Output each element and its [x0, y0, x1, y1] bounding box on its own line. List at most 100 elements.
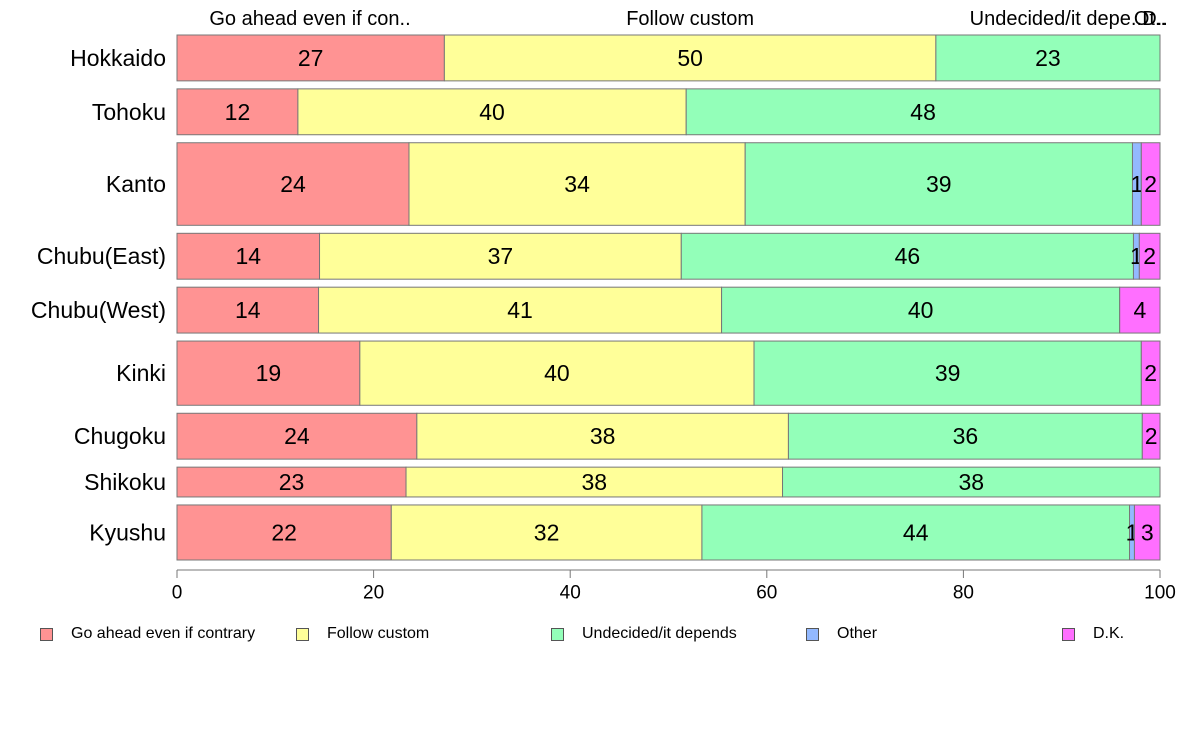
bar-segment — [782, 466, 1161, 498]
data-label: 50 — [677, 45, 703, 71]
data-label: 4 — [1133, 297, 1146, 323]
legend-label: Other — [837, 625, 878, 642]
bar-segment — [176, 466, 407, 498]
data-label: 40 — [544, 360, 570, 386]
bar-segment — [935, 34, 1161, 82]
data-label: 22 — [271, 519, 297, 545]
data-label: 2 — [1143, 243, 1156, 269]
data-label: 34 — [564, 171, 590, 197]
data-label: 36 — [953, 423, 979, 449]
category-label: Kyushu — [89, 519, 166, 545]
bar-segment — [744, 142, 1133, 226]
x-tick-label: 20 — [363, 583, 384, 604]
legend-swatch — [806, 627, 819, 641]
data-label: 2 — [1144, 171, 1157, 197]
data-label: 19 — [256, 360, 282, 386]
data-label: 37 — [488, 243, 514, 269]
column-header-label: D.. — [1142, 8, 1168, 30]
x-tick-label: 0 — [172, 583, 183, 604]
category-label: Chugoku — [74, 423, 166, 449]
data-label: 46 — [895, 243, 921, 269]
legend-item: Go ahead even if contrary — [40, 622, 255, 646]
legend-item: Undecided/it depends — [551, 622, 737, 646]
legend-label: Follow custom — [327, 625, 430, 642]
bar-segment — [318, 286, 723, 334]
data-label: 38 — [590, 423, 616, 449]
legend-item: D.K. — [1062, 622, 1124, 646]
data-label: 24 — [280, 171, 306, 197]
bar-segment — [176, 412, 418, 460]
data-label: 24 — [284, 423, 310, 449]
data-label: 14 — [235, 297, 261, 323]
legend-swatch — [551, 627, 564, 641]
data-label: 40 — [479, 99, 505, 125]
category-label: Hokkaido — [70, 45, 166, 71]
legend-item: Follow custom — [296, 622, 429, 646]
data-label: 14 — [235, 243, 261, 269]
bar-segment — [390, 504, 703, 561]
x-tick-label: 100 — [1144, 583, 1176, 604]
data-label: 23 — [279, 469, 305, 495]
bar-segment — [753, 340, 1142, 406]
category-label: Tohoku — [92, 99, 166, 125]
data-label: 41 — [507, 297, 533, 323]
legend-swatch — [296, 627, 309, 641]
column-header-label: Follow custom — [626, 8, 754, 30]
category-label: Kanto — [106, 171, 166, 197]
legend-swatch — [1062, 627, 1075, 641]
data-label: 27 — [298, 45, 324, 71]
bar-segment — [1119, 286, 1161, 334]
column-header-label: Go ahead even if con.. — [209, 8, 410, 30]
bar-segment — [176, 340, 361, 406]
data-label: 32 — [534, 519, 560, 545]
bar-segment — [176, 232, 321, 280]
bar-segment — [319, 232, 682, 280]
category-label: Chubu(East) — [37, 243, 166, 269]
data-label: 39 — [935, 360, 961, 386]
bar-segment — [721, 286, 1121, 334]
legend-label: Go ahead even if contrary — [71, 625, 256, 642]
bar-segment — [701, 504, 1131, 561]
data-label: 38 — [581, 469, 607, 495]
bar-segment — [1133, 504, 1161, 561]
bar-segment — [408, 142, 746, 226]
x-tick-label: 80 — [953, 583, 974, 604]
x-tick-label: 60 — [756, 583, 777, 604]
bar-segment — [680, 232, 1134, 280]
data-label: 44 — [903, 519, 929, 545]
data-label: 12 — [225, 99, 251, 125]
bar-segment — [176, 142, 410, 226]
data-label: 40 — [908, 297, 934, 323]
bar-segment — [787, 412, 1143, 460]
bar-segment — [405, 466, 784, 498]
data-label: 2 — [1145, 423, 1158, 449]
x-tick-label: 40 — [560, 583, 581, 604]
bar-segment — [176, 34, 445, 82]
data-label: 2 — [1144, 360, 1157, 386]
legend-label: D.K. — [1093, 625, 1125, 642]
bar-segment — [1140, 340, 1161, 406]
bar-segment — [359, 340, 755, 406]
bar-segment — [176, 504, 392, 561]
data-label: 1 — [1131, 171, 1144, 197]
data-label: 38 — [958, 469, 984, 495]
column-header-label: Ot.. — [1134, 8, 1166, 30]
legend: Go ahead even if contrary Follow custom Un… — [0, 622, 1188, 646]
legend-label: Undecided/it depends — [582, 625, 737, 642]
category-label: Shikoku — [84, 469, 166, 495]
data-label: 48 — [910, 99, 936, 125]
category-label: Kinki — [116, 360, 166, 386]
legend-item: Other — [806, 622, 877, 646]
bar-segment — [176, 88, 299, 136]
column-header-label: Undecided/it depe.. — [970, 8, 1142, 30]
data-label: 39 — [926, 171, 952, 197]
bar-segment — [1140, 142, 1161, 226]
bar-segment — [685, 88, 1161, 136]
category-label: Chubu(West) — [31, 297, 166, 323]
bar-segment — [1138, 232, 1161, 280]
bar-segment — [1141, 412, 1161, 460]
legend-swatch — [40, 627, 53, 641]
data-label: 23 — [1035, 45, 1061, 71]
data-label: 3 — [1141, 519, 1154, 545]
